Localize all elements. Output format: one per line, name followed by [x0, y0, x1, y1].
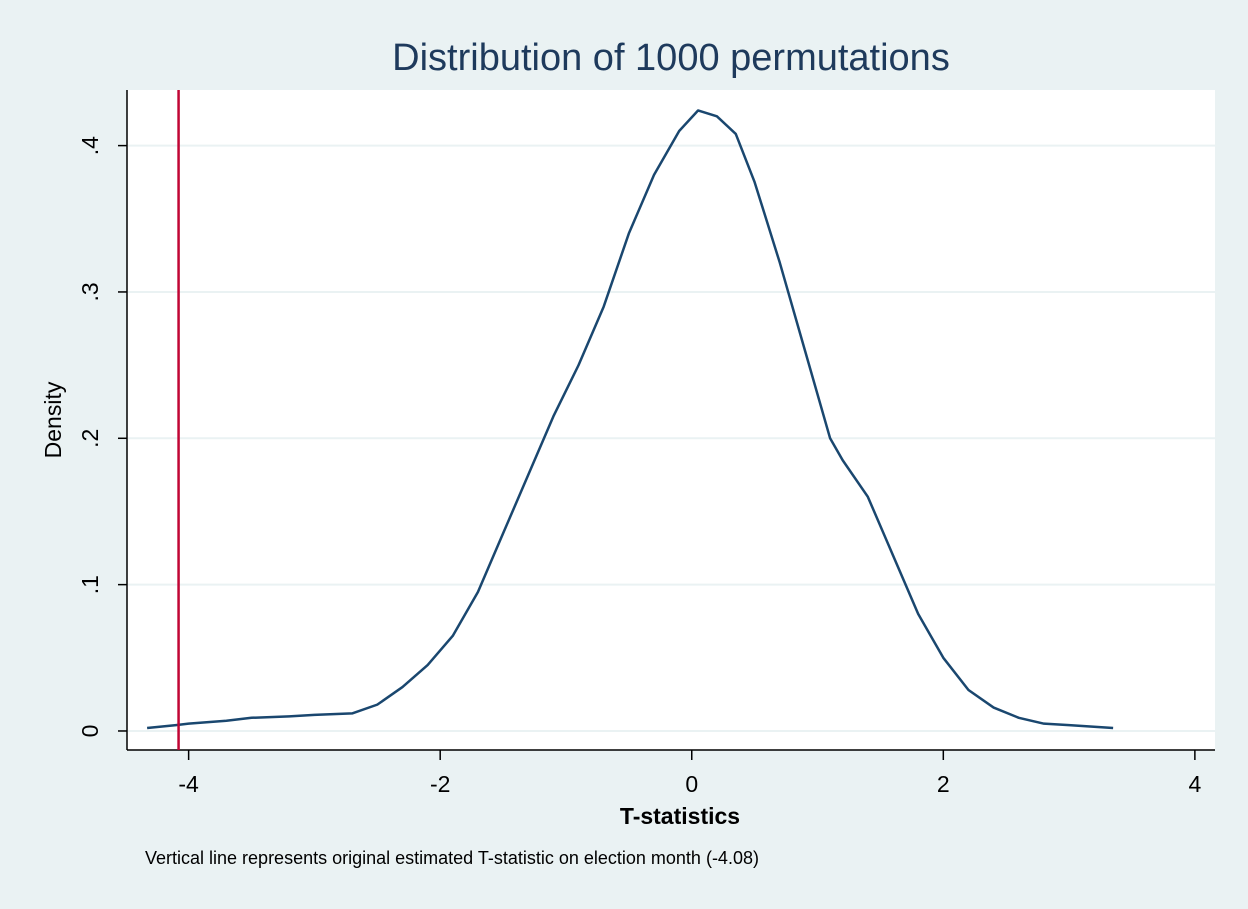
y-tick-label: .3: [77, 282, 103, 301]
y-axis-label: Density: [40, 381, 66, 458]
y-tick-label: 0: [77, 725, 103, 738]
plot-area: [127, 90, 1215, 750]
x-tick-label: 4: [1188, 771, 1201, 797]
x-tick-label: -2: [430, 771, 450, 797]
y-tick-label: .1: [77, 575, 103, 594]
x-tick-label: -4: [178, 771, 199, 797]
density-line: [146, 109, 1114, 730]
x-tick-label: 0: [685, 771, 698, 797]
x-tick-label: 2: [937, 771, 950, 797]
y-tick-label: .4: [77, 136, 103, 155]
chart-title: Distribution of 1000 permutations: [392, 37, 950, 79]
note: Vertical line represents original estima…: [145, 848, 759, 868]
x-axis-label: T-statistics: [620, 803, 740, 829]
y-tick-label: .2: [77, 429, 103, 448]
